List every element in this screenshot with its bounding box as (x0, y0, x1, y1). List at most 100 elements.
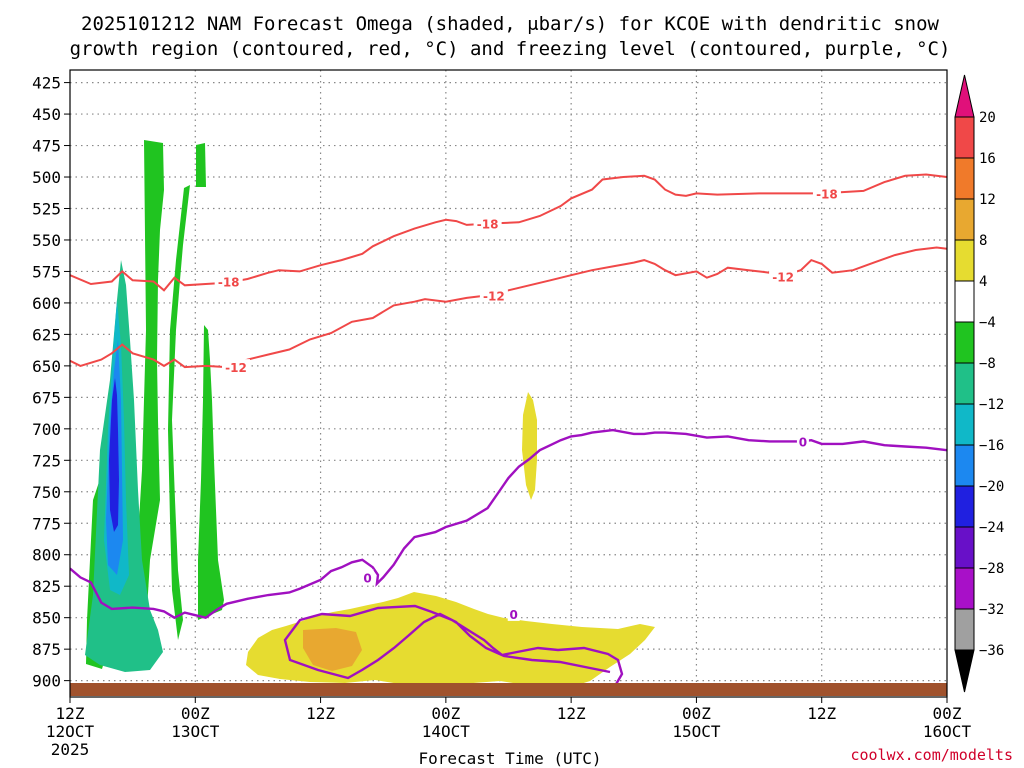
y-tick-label: 825 (32, 577, 61, 596)
colorbar-bin (954, 403, 975, 446)
contour-label: -18 (218, 276, 240, 290)
colorbar-label: 20 (979, 110, 996, 126)
contour-label: -18 (816, 187, 838, 201)
colorbar-bin (954, 526, 975, 569)
y-tick-label: 875 (32, 640, 61, 659)
colorbar-bin (954, 444, 975, 487)
omega-streak-left (136, 140, 164, 640)
colorbar-label: 8 (979, 233, 987, 249)
y-tick-label: 750 (32, 483, 61, 502)
contour-lines (70, 173, 947, 687)
y-tick-label: 850 (32, 609, 61, 628)
y-tick-label: 450 (32, 105, 61, 124)
colorbar-label: 4 (979, 274, 987, 290)
contour-labels: -18 -18 -18 -12 -12 -12 0 0 0 (214, 185, 841, 622)
colorbar-bin (954, 198, 975, 241)
y-tick-label: 800 (32, 546, 61, 565)
omega-streak-right (196, 143, 206, 187)
contour-label-bg (796, 433, 809, 449)
omega-col-narrow (198, 325, 224, 620)
colorbar-bin (954, 116, 975, 159)
y-tick-label: 725 (32, 451, 61, 470)
contour-label: -12 (225, 361, 247, 375)
x-tick-date: 12OCT (46, 722, 95, 741)
x-tick-time: 12Z (306, 704, 335, 723)
x-tick-date: 14OCT (422, 722, 471, 741)
contour-label: 0 (363, 571, 371, 585)
colorbar-bin (954, 239, 975, 282)
x-tick-time: 00Z (682, 704, 711, 723)
x-tick-time: 00Z (933, 704, 962, 723)
colorbar-bin (954, 157, 975, 200)
source-credit: coolwx.com/modelts (850, 746, 1013, 764)
y-tick-label: 500 (32, 168, 61, 187)
contour-label: -12 (772, 270, 794, 284)
chart-title-line1: 2025101212 NAM Forecast Omega (shaded, μ… (81, 13, 939, 35)
contour-label-bg (473, 215, 502, 231)
colorbar-label: 16 (979, 151, 996, 167)
x-tick-time: 00Z (431, 704, 460, 723)
grid-lines (70, 70, 947, 697)
x-tick-year: 2025 (51, 740, 90, 759)
contour-minus18 (70, 173, 947, 292)
y-tick-label: 650 (32, 357, 61, 376)
colorbar-label: −36 (979, 643, 1004, 659)
colorbar-bin (954, 608, 975, 651)
y-tick-label: 575 (32, 262, 61, 281)
x-axis-title: Forecast Time (UTC) (418, 749, 601, 768)
contour-label: -18 (477, 218, 499, 232)
plot-frame (69, 69, 948, 698)
colorbar-bin (954, 567, 975, 610)
colorbar-label: 12 (979, 192, 996, 208)
contour-label-bg (214, 273, 243, 289)
omega-streak-mid (168, 185, 190, 640)
y-tick-label: 900 (32, 672, 61, 691)
contour-label: -12 (483, 289, 505, 303)
y-tick-label: 700 (32, 420, 61, 439)
colorbar-label: −8 (979, 356, 996, 372)
y-tick-label: 525 (32, 199, 61, 218)
y-axis-pressure: 425 450 475 500 525 550 575 600 625 650 675 700 725 7… (32, 74, 70, 691)
contour-label: 0 (510, 608, 518, 622)
y-tick-label: 775 (32, 514, 61, 533)
x-tick-date: 13OCT (171, 722, 220, 741)
omega-shading (85, 140, 655, 688)
contour-label-bg (769, 268, 798, 284)
colorbar-label: −4 (979, 315, 996, 331)
colorbar: 20 16 12 8 4 −4 −8 −12 −16 −20 −24 −28 −32 −36 (954, 74, 1004, 693)
contour-label-bg (479, 287, 508, 303)
x-tick-time: 00Z (181, 704, 210, 723)
y-tick-label: 550 (32, 231, 61, 250)
colorbar-label: −12 (979, 397, 1004, 413)
colorbar-bin (954, 362, 975, 405)
colorbar-label: −16 (979, 438, 1004, 454)
x-tick-date: 16OCT (923, 722, 972, 741)
contour-label-bg (361, 569, 374, 585)
colorbar-label: −24 (979, 520, 1004, 536)
contour-freezing-level (70, 428, 947, 620)
colorbar-bottom-arrow (954, 649, 975, 693)
y-tick-label: 425 (32, 74, 61, 93)
colorbar-label: −28 (979, 561, 1004, 577)
y-tick-label: 475 (32, 137, 61, 156)
terrain-surface (70, 683, 947, 696)
colorbar-label: −20 (979, 479, 1004, 495)
contour-label-bg (222, 359, 251, 375)
colorbar-top-arrow (954, 74, 975, 118)
x-tick-time: 12Z (807, 704, 836, 723)
contour-minus12 (70, 246, 947, 369)
contour-label-bg (507, 605, 520, 621)
colorbar-label: −32 (979, 602, 1004, 618)
y-tick-label: 600 (32, 294, 61, 313)
y-tick-label: 675 (32, 388, 61, 407)
contour-label: 0 (799, 435, 807, 449)
omega-positive-streak (522, 392, 537, 500)
x-tick-time: 12Z (557, 704, 586, 723)
colorbar-bin (954, 321, 975, 364)
freezing-level-lower-loop (283, 604, 624, 687)
chart-title-line2: growth region (contoured, red, °C) and f… (70, 38, 951, 60)
x-tick-time: 12Z (56, 704, 85, 723)
colorbar-bin (954, 485, 975, 528)
